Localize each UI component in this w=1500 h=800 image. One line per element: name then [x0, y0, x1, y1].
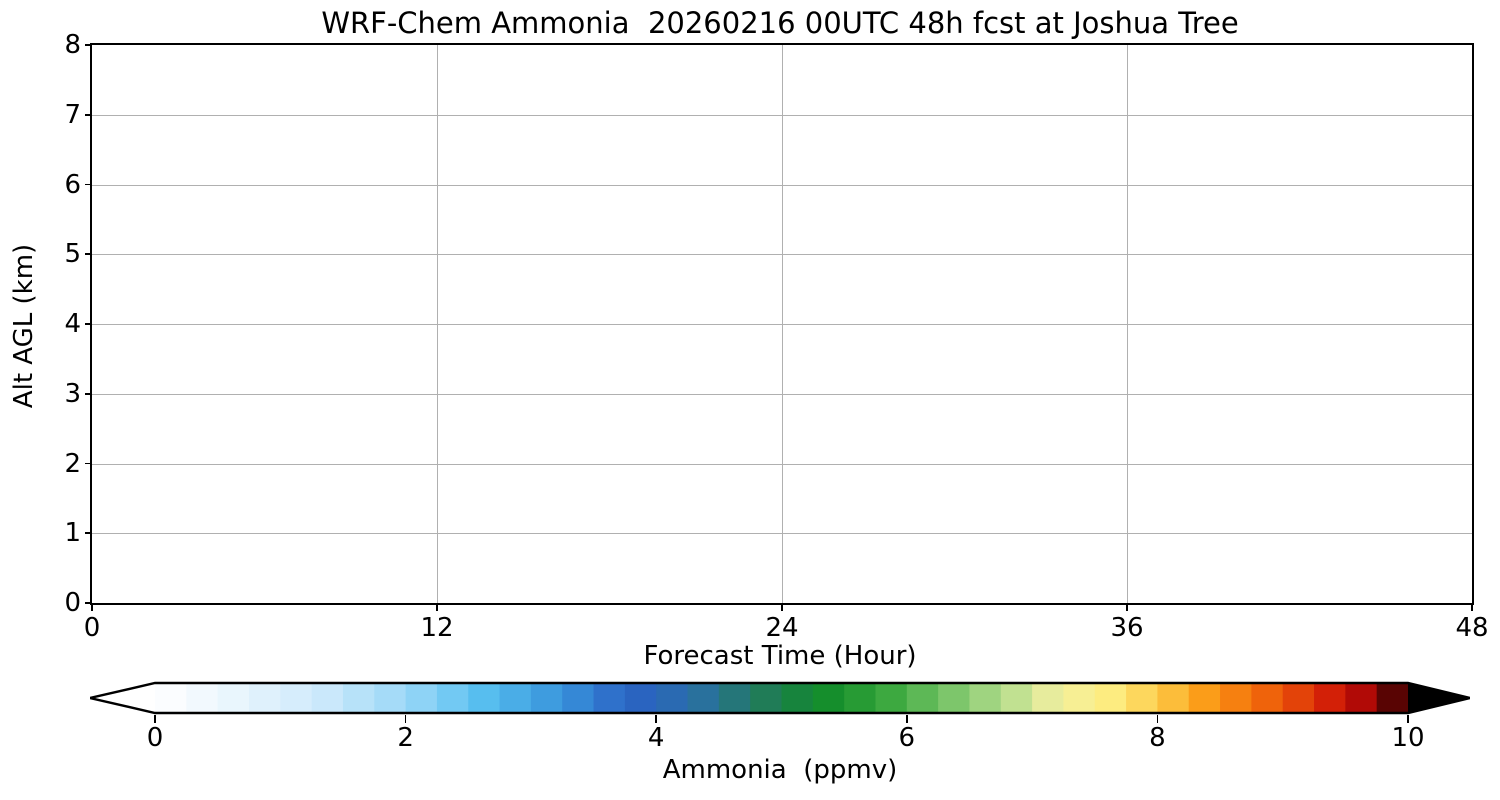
- colorbar-band: [593, 683, 626, 713]
- colorbar-band: [374, 683, 407, 713]
- y-tick-mark: [84, 602, 92, 604]
- y-tick-label: 4: [64, 309, 81, 339]
- y-tick-mark: [84, 532, 92, 535]
- colorbar-band: [155, 683, 187, 713]
- colorbar-band: [311, 683, 344, 713]
- y-tick-label: 5: [64, 239, 81, 270]
- colorbar-band: [1157, 683, 1190, 713]
- colorbar-band: [280, 683, 313, 713]
- colorbar-band: [1345, 683, 1378, 713]
- colorbar-band: [248, 683, 281, 713]
- colorbar-band: [562, 683, 594, 713]
- y-tick-mark: [84, 44, 92, 46]
- y-tick-label: 7: [64, 99, 81, 130]
- colorbar-band: [875, 683, 908, 713]
- colorbar-band: [1188, 683, 1221, 713]
- x-tick-mark: [1471, 603, 1473, 611]
- colorbar-band: [530, 683, 563, 713]
- colorbar-tick-mark: [404, 715, 407, 723]
- page-title: WRF-Chem Ammonia 20260216 00UTC 48h fcst…: [321, 6, 1239, 40]
- colorbar-band: [186, 683, 219, 713]
- colorbar-band: [781, 683, 814, 713]
- x-axis-label: Forecast Time (Hour): [643, 641, 917, 671]
- colorbar-band: [624, 683, 657, 713]
- colorbar-band: [1314, 683, 1346, 713]
- colorbar-band: [405, 683, 438, 713]
- colorbar-tick-mark: [1156, 715, 1159, 723]
- colorbar-band: [1376, 683, 1409, 713]
- y-tick-mark: [84, 323, 92, 325]
- colorbar-tick-mark: [154, 715, 156, 723]
- colorbar-gradient: [90, 681, 1470, 715]
- colorbar-tick-label: 0: [146, 723, 164, 753]
- colorbar-tick-label: 6: [898, 723, 916, 753]
- y-axis-label: Alt AGL (km): [9, 243, 39, 409]
- y-tick-mark: [84, 113, 92, 116]
- colorbar-band: [687, 683, 720, 713]
- gridline-vertical: [1127, 45, 1128, 603]
- colorbar-band: [1126, 683, 1158, 713]
- colorbar-band: [1251, 683, 1284, 713]
- colorbar-band: [468, 683, 501, 713]
- colorbar-band: [938, 683, 970, 713]
- y-tick-label: 8: [64, 30, 81, 60]
- y-tick-label: 1: [64, 518, 81, 549]
- colorbar-band: [718, 683, 751, 713]
- y-tick-label: 2: [64, 448, 81, 479]
- x-tick-mark: [1126, 603, 1128, 611]
- colorbar[interactable]: 0 2 4 6 8 10: [90, 679, 1470, 751]
- gridline-vertical: [437, 45, 438, 603]
- colorbar-band: [342, 683, 375, 713]
- y-tick-mark: [84, 253, 92, 256]
- colorbar-band: [969, 683, 1002, 713]
- x-tick-mark: [91, 603, 93, 611]
- colorbar-band: [217, 683, 250, 713]
- x-tick-mark: [781, 603, 783, 611]
- colorbar-band: [844, 683, 876, 713]
- colorbar-band: [1094, 683, 1127, 713]
- colorbar-band: [1000, 683, 1033, 713]
- plot-area[interactable]: [92, 45, 1472, 603]
- colorbar-band: [656, 683, 688, 713]
- colorbar-band: [499, 683, 532, 713]
- y-tick-label: 3: [64, 378, 81, 409]
- colorbar-tick-mark: [905, 715, 908, 723]
- colorbar-label: Ammonia (ppmv): [662, 755, 898, 785]
- colorbar-tick-label: 10: [1391, 723, 1425, 753]
- y-tick-mark: [84, 183, 92, 186]
- colorbar-tick-label: 4: [647, 723, 665, 753]
- colorbar-extend-max-arrow: [1408, 683, 1470, 713]
- colorbar-band: [812, 683, 845, 713]
- x-tick-label: 48: [1455, 613, 1489, 643]
- x-tick-label: 24: [765, 613, 799, 643]
- x-tick-label: 12: [420, 613, 454, 643]
- x-tick-mark: [436, 603, 438, 611]
- x-tick-label: 36: [1110, 613, 1144, 643]
- y-tick-mark: [84, 462, 92, 465]
- y-tick-label: 0: [64, 588, 81, 618]
- colorbar-outline: [90, 681, 1470, 715]
- colorbar-tick-label: 2: [397, 723, 414, 753]
- x-tick-label: 0: [83, 613, 101, 643]
- colorbar-band: [750, 683, 782, 713]
- colorbar-band: [1282, 683, 1315, 713]
- colorbar-tick-label: 8: [1149, 723, 1166, 753]
- colorbar-extend-min-arrow: [90, 683, 155, 713]
- colorbar-tick-mark: [1407, 715, 1409, 723]
- gridline-vertical: [782, 45, 783, 603]
- colorbar-band: [1063, 683, 1096, 713]
- colorbar-band: [1220, 683, 1252, 713]
- colorbar-band: [906, 683, 939, 713]
- y-tick-label: 6: [64, 169, 81, 200]
- colorbar-band: [1032, 683, 1064, 713]
- colorbar-band: [436, 683, 469, 713]
- y-tick-mark: [84, 392, 92, 395]
- colorbar-tick-mark: [655, 715, 658, 723]
